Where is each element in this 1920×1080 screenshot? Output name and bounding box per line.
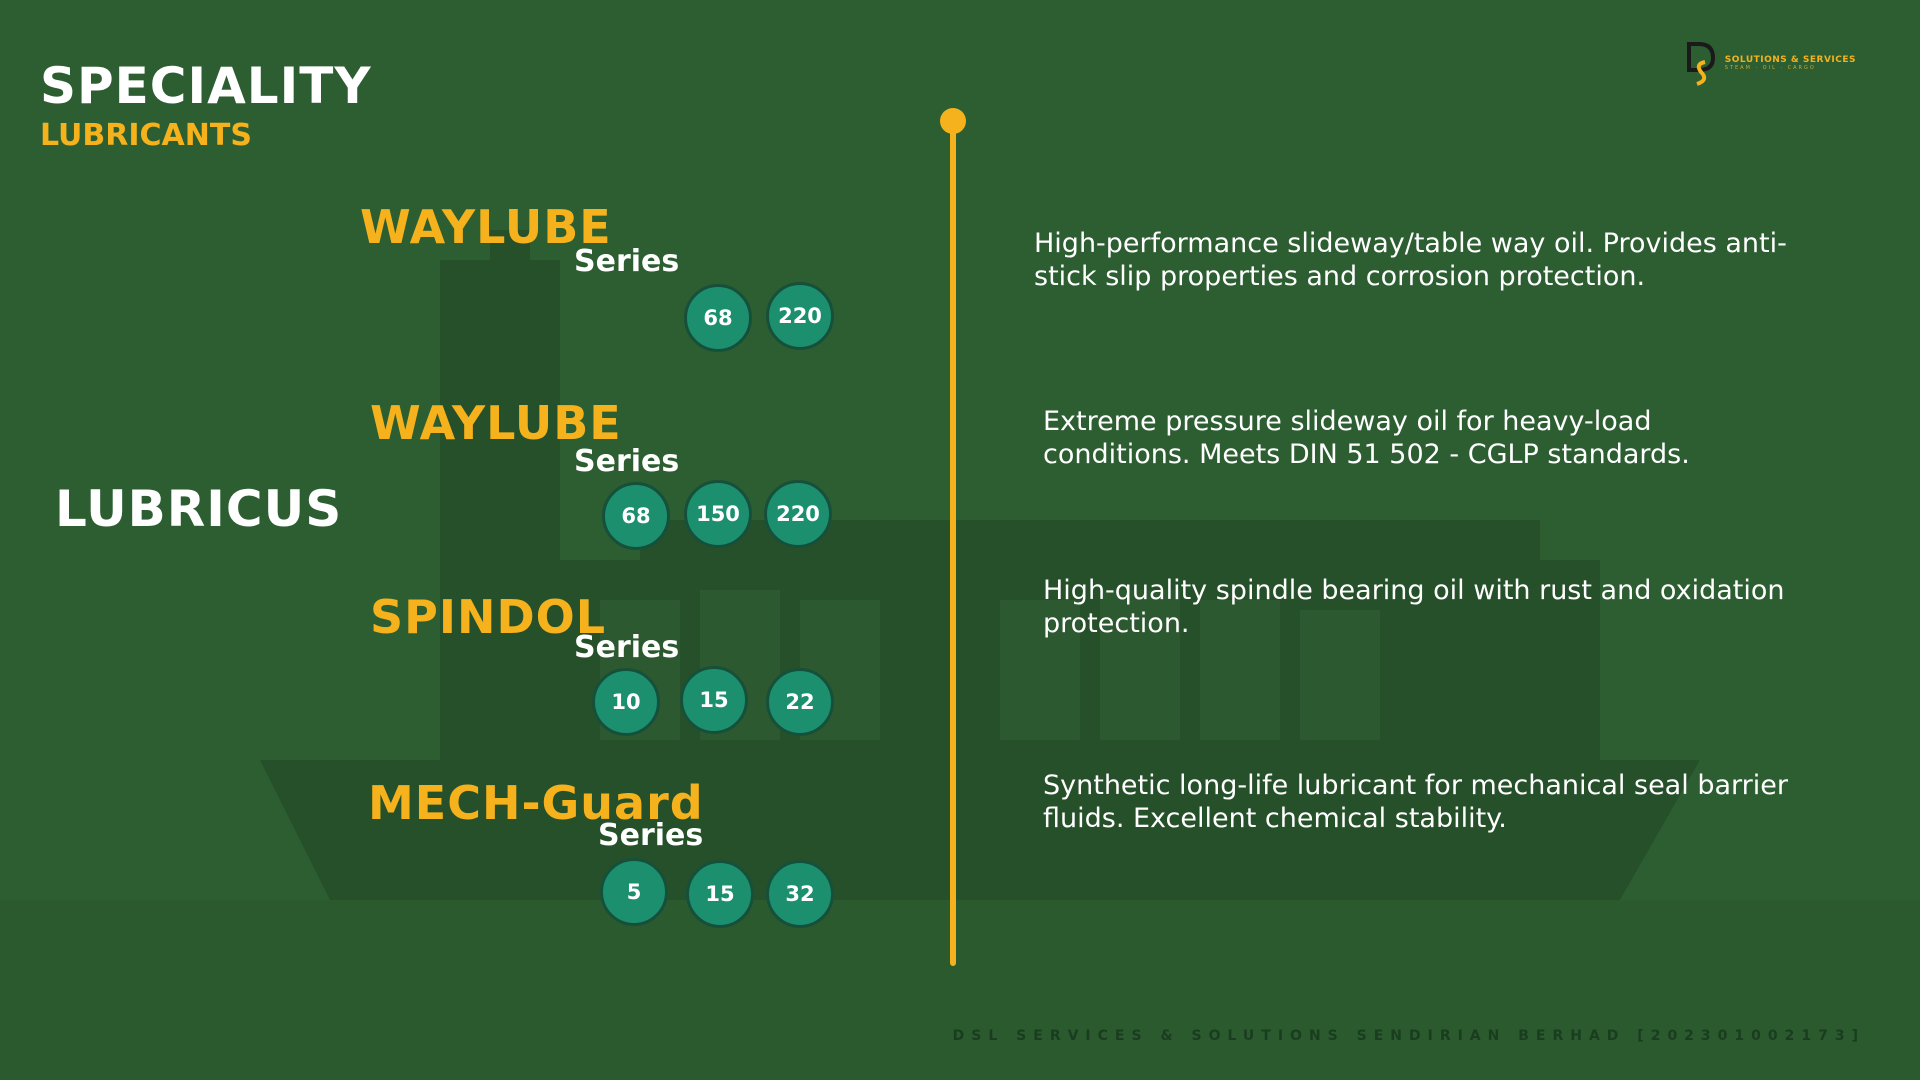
grade-badge: 68 — [602, 482, 670, 550]
grade-badge: 220 — [764, 480, 832, 548]
grade-badge: 68 — [684, 284, 752, 352]
series-label: Series — [598, 818, 704, 853]
product-name: MECH-Guard — [368, 776, 704, 830]
grade-badge: 10 — [592, 668, 660, 736]
brand-name: LUBRICUS — [55, 480, 343, 538]
product-name: WAYLUBE — [360, 200, 612, 254]
series-label: Series — [574, 444, 680, 479]
logo-tagline: STEAM · OIL · CARGO — [1724, 65, 1816, 71]
product-description: High-quality spindle bearing oil with ru… — [1043, 575, 1785, 639]
company-footer: DSL SERVICES & SOLUTIONS SENDIRIAN BERHA… — [952, 1028, 1865, 1044]
grade-badge: 15 — [680, 666, 748, 734]
grade-badge: 5 — [600, 858, 668, 926]
ds-logo-icon — [1686, 42, 1715, 86]
series-label: Series — [574, 244, 680, 279]
product-description: Synthetic long-life lubricant for mechan… — [1043, 770, 1788, 834]
product-name: WAYLUBE — [370, 396, 622, 450]
slide-title: SPECIALITY — [40, 57, 372, 115]
series-label: Series — [574, 630, 680, 665]
grade-badge: 220 — [766, 282, 834, 350]
grade-badge: 15 — [686, 860, 754, 928]
company-logo: SOLUTIONS & SERVICES STEAM · OIL · CARGO — [1685, 40, 1856, 86]
timeline-line — [950, 118, 956, 966]
product-name: SPINDOL — [370, 590, 607, 644]
product-description: High-performance slideway/table way oil.… — [1034, 228, 1787, 292]
grade-badge: 22 — [766, 668, 834, 736]
grade-badge: 32 — [766, 860, 834, 928]
grade-badge: 150 — [684, 480, 752, 548]
logo-name: SOLUTIONS & SERVICES — [1724, 55, 1856, 65]
slide-heading: SPECIALITY LUBRICANTS — [40, 56, 372, 154]
timeline-dot — [940, 108, 966, 134]
product-description: Extreme pressure slideway oil for heavy-… — [1043, 406, 1690, 470]
slide-subtitle: LUBRICANTS — [40, 118, 252, 153]
